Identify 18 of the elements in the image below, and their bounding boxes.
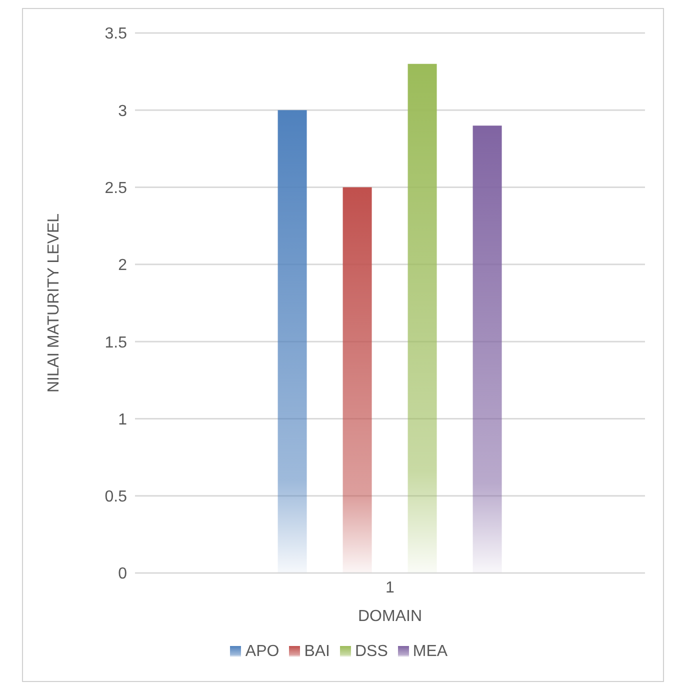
y-tick-label: 3 [118,102,128,120]
y-tick-label: 1.5 [104,334,128,352]
y-tick-label: 0 [118,566,128,583]
y-tick-label: 2.5 [104,180,128,197]
bar [278,110,307,573]
bar [342,187,372,573]
y-tick-label: 1 [118,411,128,428]
legend-label: DSS [355,643,388,660]
y-tick-label: 0.5 [104,488,128,506]
legend-label: BAI [304,643,330,660]
y-tick-label: 2 [118,257,128,274]
legend-label: MEA [412,643,448,660]
bar [408,64,437,573]
y-tick-label: 3.5 [104,26,128,43]
x-axis-title: DOMAIN [358,608,422,625]
legend-label: APO [245,643,280,660]
y-axis-title: NILAI MATURITY LEVEL [46,213,63,393]
bar [472,126,502,573]
